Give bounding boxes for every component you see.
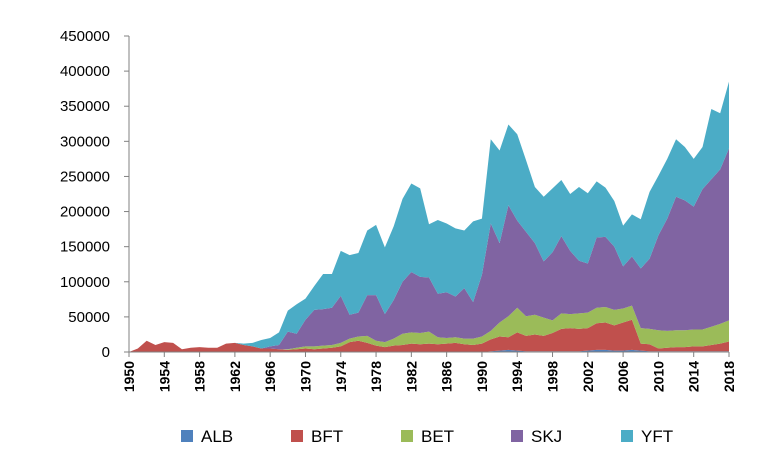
- x-tick-label: 1958: [192, 361, 208, 392]
- x-tick-label: 2010: [650, 361, 666, 392]
- x-tick-label: 1990: [474, 361, 490, 392]
- area-yft: [129, 81, 729, 352]
- legend-swatch-yft: [621, 430, 633, 442]
- x-tick-label: 1962: [227, 361, 243, 392]
- y-tick-label: 0: [102, 344, 110, 361]
- x-tick-label: 1974: [333, 361, 349, 392]
- x-tick-label: 1986: [439, 361, 455, 392]
- y-tick-label: 50000: [68, 309, 110, 326]
- y-tick-label: 250000: [60, 168, 110, 185]
- x-tick-label: 1978: [368, 361, 384, 392]
- x-tick-label: 1994: [509, 361, 525, 392]
- x-tick-label: 1982: [403, 361, 419, 392]
- y-tick-label: 300000: [60, 133, 110, 150]
- legend-swatch-bet: [401, 430, 413, 442]
- area-bft: [129, 319, 729, 352]
- y-tick-label: 450000: [60, 28, 110, 45]
- legend-label-bet: BET: [421, 427, 454, 446]
- x-tick-label: 2014: [686, 361, 702, 392]
- legend: ALB BFT BET SKJ YFT: [181, 427, 673, 446]
- x-tick-label: 1970: [297, 361, 313, 392]
- axes-group: [128, 36, 729, 353]
- x-tick-label: 2006: [615, 361, 631, 392]
- y-tick-label: 400000: [60, 63, 110, 80]
- area-alb: [129, 349, 729, 352]
- y-axis-ticks: 0 50000 100000 150000 200000 250000 300000 3500…: [60, 28, 129, 361]
- area-series-group: [129, 81, 729, 352]
- x-tick-label: 2002: [580, 361, 596, 392]
- x-tick-label: 1998: [545, 361, 561, 392]
- legend-swatch-skj: [511, 430, 523, 442]
- y-tick-label: 150000: [60, 239, 110, 256]
- area-skj: [129, 148, 729, 352]
- x-tick-label: 1954: [156, 361, 172, 392]
- x-tick-label: 1966: [262, 361, 278, 392]
- legend-swatch-bft: [291, 430, 303, 442]
- y-tick-label: 100000: [60, 274, 110, 291]
- legend-label-alb: ALB: [201, 427, 233, 446]
- x-tick-label: 2018: [721, 361, 737, 392]
- legend-label-bft: BFT: [311, 427, 343, 446]
- legend-swatch-alb: [181, 430, 193, 442]
- legend-label-skj: SKJ: [531, 427, 562, 446]
- x-tick-label: 1950: [121, 361, 137, 392]
- x-axis-ticks: 1950 1954 1958 1962 1966 1970 1974 1978 1982 1986…: [121, 352, 737, 392]
- y-tick-label: 350000: [60, 98, 110, 115]
- area-bet: [129, 305, 729, 352]
- legend-label-yft: YFT: [641, 427, 673, 446]
- y-tick-label: 200000: [60, 204, 110, 221]
